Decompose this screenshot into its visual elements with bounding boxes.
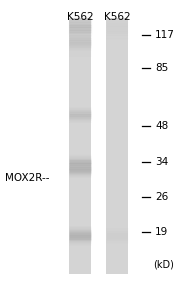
Text: 117: 117 xyxy=(155,30,175,40)
Text: 85: 85 xyxy=(155,63,168,73)
Text: 26: 26 xyxy=(155,192,168,202)
Text: K562: K562 xyxy=(67,12,93,22)
Text: (kD): (kD) xyxy=(153,260,174,270)
Text: 19: 19 xyxy=(155,227,168,237)
Bar xyxy=(106,17,128,274)
Bar xyxy=(69,17,91,274)
Text: K562: K562 xyxy=(104,12,131,22)
Text: MOX2R--: MOX2R-- xyxy=(5,173,49,183)
Text: 34: 34 xyxy=(155,157,168,167)
Text: 48: 48 xyxy=(155,122,168,131)
